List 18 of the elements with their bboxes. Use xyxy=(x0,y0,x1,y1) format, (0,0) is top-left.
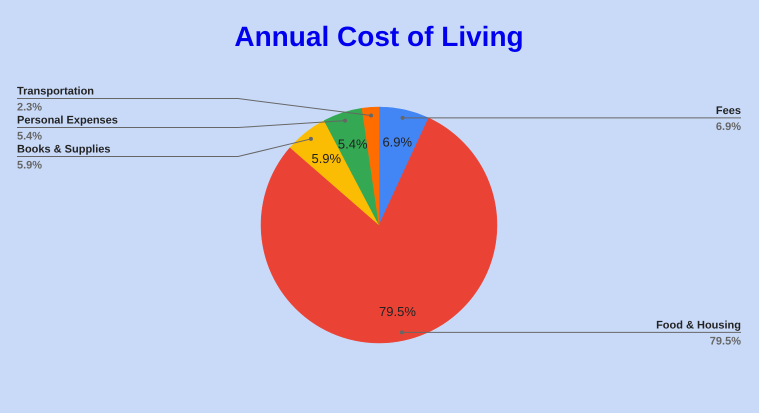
text: 6.9% xyxy=(716,120,741,133)
data-label: 2.3% xyxy=(17,102,42,114)
text: 5.9% xyxy=(17,160,42,172)
slice-label: Books & Supplies xyxy=(17,144,111,156)
data-label: 79.5% xyxy=(379,304,416,320)
slice-label: Transportation xyxy=(17,86,94,98)
pie-slice xyxy=(378,106,429,226)
chart-title: Annual Cost of Living xyxy=(234,21,524,52)
slice-label: Fees xyxy=(716,104,741,117)
data-label: 5.4% xyxy=(338,136,368,152)
pie-slice xyxy=(260,118,498,344)
slice-label: Food & Housing xyxy=(656,319,741,332)
text: 5.4% xyxy=(17,130,42,143)
slice-label: Personal Expenses xyxy=(17,114,118,127)
text: 79.5% xyxy=(710,335,741,348)
pie-slice xyxy=(290,120,380,226)
data-label: 5.9% xyxy=(311,150,342,166)
data-label: 6.9% xyxy=(382,134,413,150)
